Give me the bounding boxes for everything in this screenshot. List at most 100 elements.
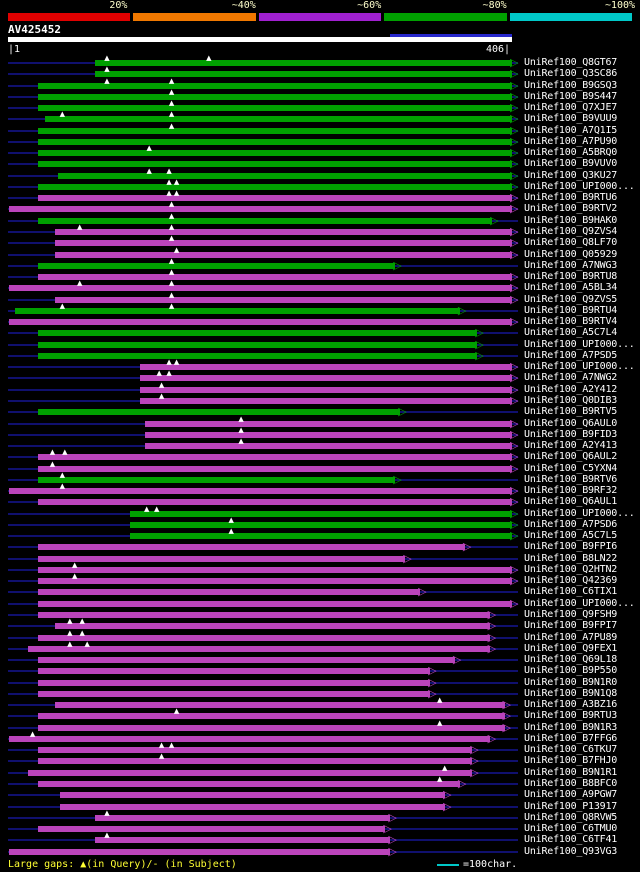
hit-label[interactable]: UniRef100_UPI000...: [524, 361, 635, 373]
alignment-row[interactable]: ▷ UniRef100_B9FPI6: [0, 541, 640, 553]
hit-label[interactable]: UniRef100_B9N1R1: [524, 766, 618, 778]
alignment-bar[interactable]: [129, 510, 512, 517]
alignment-bar[interactable]: [9, 735, 490, 742]
hit-label[interactable]: UniRef100_A7PSD5: [524, 349, 618, 361]
alignment-bar[interactable]: [94, 71, 512, 78]
hit-label[interactable]: UniRef100_UPI000...: [524, 180, 635, 192]
alignment-bar[interactable]: [37, 747, 473, 754]
alignment-row[interactable]: ▷ ▲ ▲ UniRef100_B9GSQ3: [0, 77, 640, 91]
hit-label[interactable]: UniRef100_B9GSQ3: [524, 79, 618, 91]
hit-label[interactable]: UniRef100_A7PSD6: [524, 518, 618, 530]
alignment-bar[interactable]: [37, 82, 512, 89]
alignment-bar[interactable]: [9, 285, 512, 292]
hit-label[interactable]: UniRef100_UPI000...: [524, 338, 635, 350]
hit-label[interactable]: UniRef100_UPI000...: [524, 507, 635, 519]
hit-label[interactable]: UniRef100_Q7XJE7: [524, 102, 618, 114]
alignment-bar[interactable]: [37, 555, 406, 562]
alignment-bar[interactable]: [55, 251, 512, 258]
hit-label[interactable]: UniRef100_C6TKU7: [524, 744, 618, 756]
alignment-row[interactable]: ▷ UniRef100_C6TIX1: [0, 586, 640, 598]
alignment-bar[interactable]: [37, 724, 505, 731]
alignment-row[interactable]: ▷ ▲ UniRef100_Q8LF70: [0, 234, 640, 249]
hit-label[interactable]: UniRef100_A5C7L5: [524, 530, 618, 542]
alignment-bar[interactable]: [37, 161, 512, 168]
hit-label[interactable]: UniRef100_B9FPI7: [524, 620, 618, 632]
alignment-row[interactable]: ▷ ▲ UniRef100_Q8RVW5: [0, 809, 640, 823]
alignment-row[interactable]: ▷ ▲ UniRef100_B9HAK0: [0, 212, 640, 226]
alignment-row[interactable]: ▷ UniRef100_Q93VG3: [0, 845, 640, 857]
hit-label[interactable]: UniRef100_B7FFG6: [524, 732, 618, 744]
hit-label[interactable]: UniRef100_B8BFC0: [524, 778, 618, 789]
hit-label[interactable]: UniRef100_B9HAK0: [524, 214, 618, 226]
hit-label[interactable]: UniRef100_B9RTU6: [524, 192, 618, 204]
alignment-bar[interactable]: [37, 93, 512, 100]
alignment-bar[interactable]: [37, 409, 401, 416]
hit-label[interactable]: UniRef100_C5YXN4: [524, 462, 618, 474]
alignment-row[interactable]: ▷ ▲ UniRef100_A2Y412: [0, 381, 640, 395]
alignment-bar[interactable]: [94, 837, 391, 844]
alignment-row[interactable]: ▷ UniRef100_C6TMU0: [0, 823, 640, 835]
alignment-bar[interactable]: [37, 127, 512, 134]
alignment-row[interactable]: ▷ UniRef100_Q9FSH9: [0, 609, 640, 621]
alignment-bar[interactable]: [37, 578, 512, 585]
alignment-row[interactable]: ▷ ▲ UniRef100_Q7XJE7: [0, 99, 640, 114]
hit-label[interactable]: UniRef100_B9FPI6: [524, 541, 618, 553]
alignment-bar[interactable]: [55, 240, 512, 247]
alignment-bar[interactable]: [27, 769, 473, 776]
alignment-bar[interactable]: [129, 521, 512, 528]
hit-label[interactable]: UniRef100_Q9FEX1: [524, 642, 618, 654]
hit-label[interactable]: UniRef100_B9N1Q8: [524, 687, 618, 699]
alignment-bar[interactable]: [94, 814, 391, 821]
alignment-row[interactable]: ▷ ▲ ▲ UniRef100_A7NWG2: [0, 369, 640, 384]
alignment-row[interactable]: ▷ UniRef100_A7PSD5: [0, 349, 640, 361]
hit-label[interactable]: UniRef100_A7PU90: [524, 135, 618, 147]
hit-label[interactable]: UniRef100_Q2HTN2: [524, 563, 618, 575]
alignment-row[interactable]: ▷ ▲ UniRef100_B7FHJ0: [0, 752, 640, 767]
hit-label[interactable]: UniRef100_Q8GT67: [524, 57, 618, 68]
alignment-bar[interactable]: [37, 690, 431, 697]
alignment-bar[interactable]: [37, 150, 512, 157]
alignment-bar[interactable]: [139, 364, 512, 371]
hit-label[interactable]: UniRef100_B9FID3: [524, 428, 618, 440]
alignment-row[interactable]: ▷ ▲ ▲ UniRef100_Q3KU27: [0, 167, 640, 181]
alignment-bar[interactable]: [9, 848, 391, 855]
alignment-row[interactable]: ▷ ▲ UniRef100_Q9ZVS5: [0, 291, 640, 305]
hit-label[interactable]: UniRef100_A3BZ16: [524, 699, 618, 711]
hit-label[interactable]: UniRef100_Q9FSH9: [524, 609, 618, 621]
hit-label[interactable]: UniRef100_Q3KU27: [524, 169, 618, 181]
alignment-row[interactable]: ▷ UniRef100_B9RTV4: [0, 316, 640, 328]
hit-label[interactable]: UniRef100_A7NWG2: [524, 372, 618, 384]
alignment-row[interactable]: ▷ ▲ ▲ UniRef100_UPI000...: [0, 358, 640, 373]
alignment-row[interactable]: ▷ UniRef100_B9RTV5: [0, 406, 640, 418]
alignment-bar[interactable]: [37, 352, 478, 359]
hit-label[interactable]: UniRef100_A7PU89: [524, 631, 618, 643]
hit-label[interactable]: UniRef100_B7FHJ0: [524, 755, 618, 767]
alignment-bar[interactable]: [37, 183, 512, 190]
hit-label[interactable]: UniRef100_Q6AUL2: [524, 451, 618, 463]
alignment-bar[interactable]: [55, 296, 512, 303]
alignment-row[interactable]: ▷ ▲ UniRef100_B9FID3: [0, 426, 640, 440]
hit-label[interactable]: UniRef100_B9RTU8: [524, 271, 618, 283]
alignment-row[interactable]: ▷ UniRef100_P13917: [0, 800, 640, 812]
alignment-row[interactable]: ▷ ▲ UniRef100_B7FFG6: [0, 730, 640, 744]
alignment-bar[interactable]: [37, 195, 512, 202]
alignment-bar[interactable]: [139, 375, 512, 382]
alignment-bar[interactable]: [37, 476, 396, 483]
alignment-row[interactable]: ▷ UniRef100_UPI000...: [0, 338, 640, 350]
alignment-row[interactable]: ▷ ▲ UniRef100_A5BRQ0: [0, 144, 640, 159]
alignment-row[interactable]: ▷ ▲ UniRef100_Q0DIB3: [0, 392, 640, 406]
hit-label[interactable]: UniRef100_Q69L18: [524, 654, 618, 666]
alignment-bar[interactable]: [9, 488, 512, 495]
hit-label[interactable]: UniRef100_C6TMU0: [524, 823, 618, 835]
hit-label[interactable]: UniRef100_A9PGW7: [524, 789, 618, 801]
hit-label[interactable]: UniRef100_Q9ZVS5: [524, 293, 618, 305]
alignment-row[interactable]: ▷ ▲ ▲ UniRef100_Q6AUL2: [0, 448, 640, 463]
alignment-bar[interactable]: [55, 623, 490, 630]
alignment-bar[interactable]: [37, 465, 512, 472]
alignment-bar[interactable]: [37, 668, 431, 675]
alignment-row[interactable]: ▷ ▲ ▲ UniRef100_Q8GT67: [0, 54, 640, 69]
hit-label[interactable]: UniRef100_B9VUV0: [524, 158, 618, 170]
hit-label[interactable]: UniRef100_A2Y413: [524, 440, 618, 452]
hit-label[interactable]: UniRef100_B9RTV5: [524, 406, 618, 418]
hit-label[interactable]: UniRef100_A5BL34: [524, 282, 618, 294]
